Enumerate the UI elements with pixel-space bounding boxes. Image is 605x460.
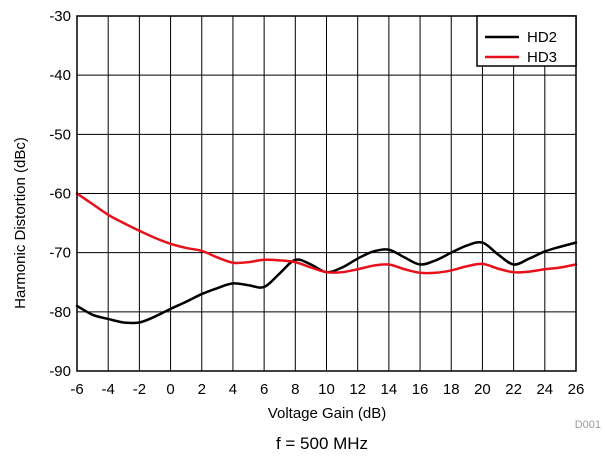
x-tick-label: 8 bbox=[291, 381, 299, 398]
x-tick-label: -6 bbox=[70, 381, 83, 398]
legend-label-hd3: HD3 bbox=[527, 49, 557, 66]
plot-frame bbox=[76, 15, 577, 372]
x-tick-label: 14 bbox=[381, 381, 398, 398]
x-tick-label: 16 bbox=[412, 381, 429, 398]
x-tick-label: 2 bbox=[198, 381, 206, 398]
y-axis-title: Harmonic Distortion (dBc) bbox=[12, 137, 29, 309]
x-tick-label: 0 bbox=[166, 381, 174, 398]
x-tick-label: -2 bbox=[133, 381, 146, 398]
legend: HD2 HD3 bbox=[476, 15, 577, 67]
x-tick-label: 22 bbox=[505, 381, 522, 398]
y-tick-label: -70 bbox=[49, 245, 71, 262]
x-tick-label: 4 bbox=[229, 381, 237, 398]
legend-label-hd2: HD2 bbox=[527, 29, 557, 46]
x-axis-ticks: -6 -4 -2 0 2 4 6 8 10 12 14 16 18 20 22 24 26 bbox=[70, 381, 584, 398]
x-tick-label: 18 bbox=[443, 381, 460, 398]
x-tick-label: 20 bbox=[474, 381, 491, 398]
y-tick-label: -40 bbox=[49, 67, 71, 84]
y-tick-label: -60 bbox=[49, 186, 71, 203]
y-tick-label: -80 bbox=[49, 304, 71, 321]
x-tick-label: -4 bbox=[102, 381, 115, 398]
x-axis-title: Voltage Gain (dB) bbox=[268, 405, 386, 422]
y-tick-label: -50 bbox=[49, 126, 71, 143]
y-axis-ticks: -30 -40 -50 -60 -70 -80 -90 bbox=[49, 8, 71, 380]
x-tick-label: 10 bbox=[318, 381, 335, 398]
x-tick-label: 6 bbox=[260, 381, 268, 398]
series-line-hd3 bbox=[75, 192, 578, 275]
y-tick-label: -30 bbox=[49, 8, 71, 25]
chart-caption: f = 500 MHz bbox=[276, 434, 368, 453]
x-tick-label: 24 bbox=[536, 381, 553, 398]
x-tick-label: 26 bbox=[568, 381, 585, 398]
figure-id: D001 bbox=[575, 419, 601, 431]
plot-series bbox=[75, 192, 578, 325]
x-tick-label: 12 bbox=[349, 381, 366, 398]
y-tick-label: -90 bbox=[49, 363, 71, 380]
